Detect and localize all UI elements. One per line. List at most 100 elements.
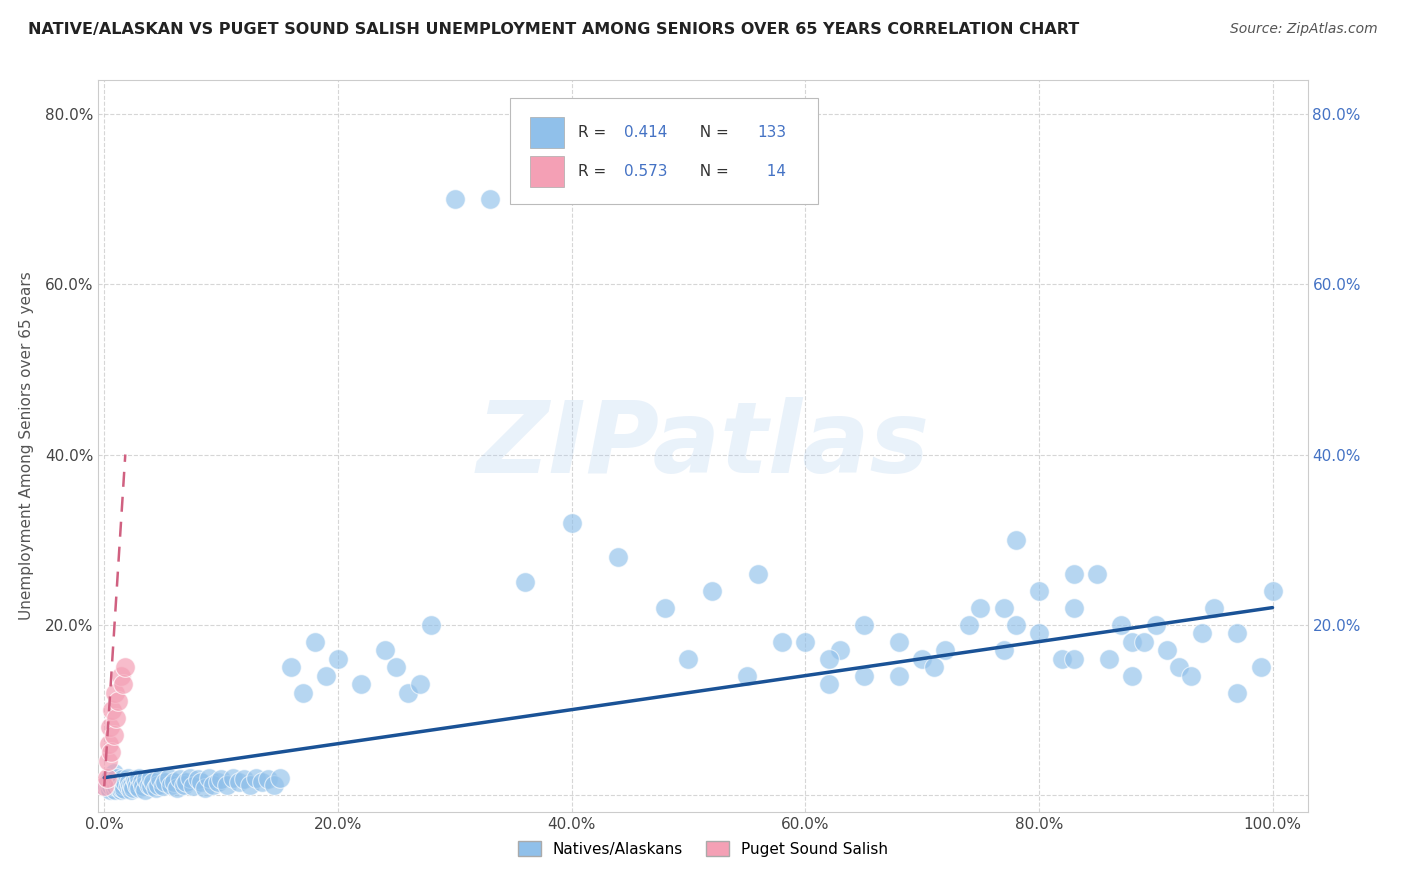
Point xyxy=(304,634,326,648)
Point xyxy=(280,660,302,674)
Point xyxy=(1261,583,1284,598)
Point xyxy=(152,779,174,793)
Point xyxy=(103,766,125,780)
Point xyxy=(145,780,167,795)
Point xyxy=(134,783,156,797)
Point xyxy=(561,516,583,530)
Point xyxy=(124,772,146,787)
Point xyxy=(852,617,875,632)
Point xyxy=(97,754,120,768)
Point xyxy=(101,775,124,789)
Point xyxy=(201,777,224,791)
Text: 14: 14 xyxy=(758,164,786,179)
Point xyxy=(852,668,875,682)
Point xyxy=(104,711,127,725)
Point xyxy=(146,777,169,791)
Point xyxy=(118,775,141,789)
Point xyxy=(100,745,122,759)
Point xyxy=(173,777,195,791)
Point xyxy=(207,775,229,789)
Point xyxy=(817,677,839,691)
Point xyxy=(93,779,115,793)
Point xyxy=(100,779,122,793)
Point xyxy=(198,771,221,785)
Point xyxy=(1063,600,1085,615)
Point xyxy=(112,781,135,796)
Point xyxy=(747,566,769,581)
Point xyxy=(222,771,245,785)
Point xyxy=(256,772,278,787)
Point xyxy=(1204,600,1226,615)
Point xyxy=(163,775,186,789)
Point xyxy=(350,677,373,691)
Point xyxy=(245,771,267,785)
Point xyxy=(107,775,129,789)
FancyBboxPatch shape xyxy=(530,156,564,187)
Point xyxy=(374,643,396,657)
Point xyxy=(478,192,501,206)
FancyBboxPatch shape xyxy=(530,117,564,147)
Point xyxy=(1098,651,1121,665)
Point xyxy=(993,643,1015,657)
Point xyxy=(118,779,141,793)
Text: 0.414: 0.414 xyxy=(624,125,668,140)
Point xyxy=(1085,566,1108,581)
Point xyxy=(122,780,145,795)
Point xyxy=(97,775,120,789)
Point xyxy=(1144,617,1167,632)
Point xyxy=(110,783,132,797)
Point xyxy=(114,775,136,789)
Point xyxy=(385,660,408,674)
Point xyxy=(830,643,852,657)
Point xyxy=(1180,668,1202,682)
Point xyxy=(934,643,956,657)
Point xyxy=(120,783,142,797)
Point xyxy=(315,668,337,682)
Point xyxy=(97,780,120,795)
Point xyxy=(794,634,817,648)
Point xyxy=(420,617,443,632)
Point xyxy=(166,780,188,795)
Point xyxy=(135,772,157,787)
Point xyxy=(111,772,134,787)
Text: R =: R = xyxy=(578,125,612,140)
Point xyxy=(396,686,419,700)
Point xyxy=(93,779,115,793)
Text: R =: R = xyxy=(578,164,612,179)
Text: ZIPatlas: ZIPatlas xyxy=(477,398,929,494)
Point xyxy=(1168,660,1191,674)
Point xyxy=(98,783,121,797)
Point xyxy=(291,686,314,700)
Point xyxy=(263,777,285,791)
Point xyxy=(104,783,127,797)
Point xyxy=(1028,626,1050,640)
Text: 0.573: 0.573 xyxy=(624,164,668,179)
Point xyxy=(139,779,162,793)
Text: Source: ZipAtlas.com: Source: ZipAtlas.com xyxy=(1230,22,1378,37)
Point xyxy=(103,779,125,793)
Point xyxy=(111,777,134,791)
Point xyxy=(125,775,148,789)
Point xyxy=(139,771,162,785)
Point xyxy=(149,772,172,787)
Point xyxy=(104,771,127,785)
Point xyxy=(443,192,465,206)
Point xyxy=(131,775,153,789)
Point xyxy=(969,600,991,615)
Point xyxy=(1063,566,1085,581)
Text: NATIVE/ALASKAN VS PUGET SOUND SALISH UNEMPLOYMENT AMONG SENIORS OVER 65 YEARS CO: NATIVE/ALASKAN VS PUGET SOUND SALISH UNE… xyxy=(28,22,1080,37)
Text: 133: 133 xyxy=(758,125,786,140)
Point xyxy=(98,771,121,785)
Point xyxy=(132,779,155,793)
Point xyxy=(101,703,124,717)
Point xyxy=(209,772,232,787)
Point xyxy=(128,780,150,795)
Point xyxy=(228,775,250,789)
Point xyxy=(107,694,129,708)
Point xyxy=(1191,626,1213,640)
Point xyxy=(1004,617,1026,632)
Point xyxy=(250,775,273,789)
Point xyxy=(607,549,630,564)
Point xyxy=(678,651,700,665)
Point xyxy=(104,686,127,700)
